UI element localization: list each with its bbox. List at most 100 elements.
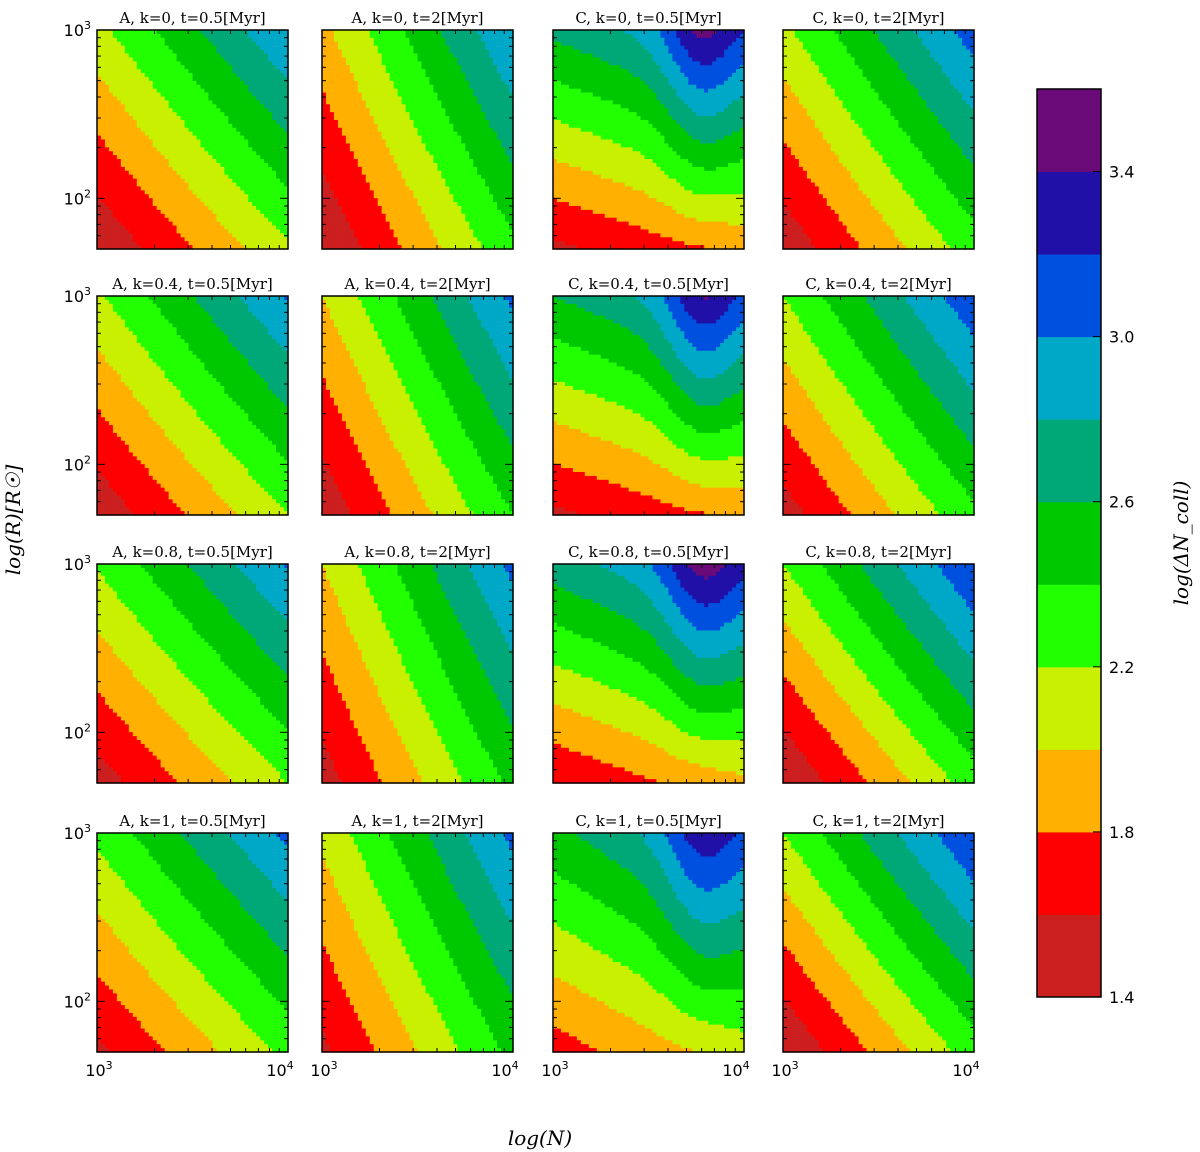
contour-cell [260, 202, 265, 207]
contour-cell [192, 162, 198, 168]
contour-cell [128, 112, 134, 117]
contour-cell [188, 45, 194, 51]
contour-cell [120, 190, 126, 195]
contour-cell [477, 116, 482, 121]
contour-cell [136, 96, 142, 101]
contour-cell [120, 166, 126, 172]
contour-cell [120, 170, 126, 176]
contour-cell [200, 116, 206, 121]
contour-cell [477, 119, 482, 125]
contour-cell [200, 104, 206, 109]
contour-cell [325, 151, 331, 156]
contour-cell [176, 143, 182, 148]
contour-cell [373, 84, 379, 90]
contour-cell [104, 178, 110, 184]
contour-cell [244, 104, 249, 109]
contour-cell [97, 37, 102, 43]
contour-cell [188, 162, 194, 168]
contour-cell [369, 241, 375, 246]
contour-cell [429, 30, 435, 35]
contour-cell [437, 112, 442, 117]
contour-cell [322, 139, 327, 145]
contour-cell [252, 116, 257, 121]
contour-cell [204, 112, 210, 117]
contour-cell [385, 225, 391, 231]
contour-cell [216, 92, 221, 98]
contour-cell [184, 92, 190, 98]
contour-cell [204, 139, 210, 145]
contour-cell [164, 45, 170, 51]
contour-cell [385, 119, 391, 125]
contour-cell [232, 92, 237, 98]
contour-cell [280, 245, 285, 250]
contour-cell [120, 104, 126, 109]
contour-cell [465, 69, 470, 74]
contour-cell [397, 209, 403, 215]
contour-cell [425, 178, 431, 184]
contour-cell [124, 112, 130, 117]
contour-cell [132, 139, 138, 145]
contour-cell [192, 53, 198, 58]
contour-cell [469, 209, 474, 215]
contour-cell [132, 162, 138, 168]
contour-cell [409, 100, 415, 105]
contour-cell [172, 170, 178, 176]
contour-cell [236, 182, 241, 188]
contour-cell [128, 209, 134, 215]
contour-cell [280, 182, 285, 188]
contour-cell [429, 108, 435, 113]
contour-cell [128, 131, 134, 137]
contour-cell [256, 84, 261, 90]
contour-cell [377, 84, 383, 90]
contour-cell [361, 155, 367, 160]
contour-cell [349, 41, 355, 47]
contour-cell [389, 96, 395, 101]
contour-cell [200, 221, 206, 227]
contour-cell [409, 209, 415, 215]
contour-cell [433, 37, 438, 43]
contour-cell [208, 221, 213, 227]
contour-cell [224, 233, 229, 238]
contour-cell [353, 96, 359, 101]
contour-cell [401, 100, 407, 105]
contour-cell [252, 131, 257, 137]
contour-cell [172, 108, 178, 113]
contour-cell [284, 178, 289, 184]
contour-cell [148, 202, 154, 207]
contour-cell [365, 92, 371, 98]
contour-cell [397, 162, 403, 168]
contour-cell [469, 198, 474, 203]
contour-cell [349, 65, 355, 70]
contour-cell [120, 33, 126, 39]
contour-cell [244, 155, 249, 160]
contour-cell [168, 174, 174, 180]
contour-cell [449, 76, 454, 82]
contour-cell [212, 213, 217, 219]
contour-cell [192, 151, 198, 156]
contour-cell [477, 155, 482, 160]
contour-cell [232, 225, 237, 231]
contour-cell [188, 147, 194, 152]
contour-cell [473, 119, 478, 125]
contour-cell [176, 237, 182, 242]
contour-cell [453, 217, 458, 223]
contour-cell [345, 96, 351, 101]
contour-cell [397, 139, 403, 145]
contour-cell [180, 100, 186, 105]
contour-cell [220, 119, 225, 125]
contour-cell [176, 127, 182, 133]
contour-cell [449, 123, 454, 129]
contour-cell [140, 190, 146, 195]
contour-cell [128, 104, 134, 109]
contour-cell [381, 205, 387, 211]
contour-cell [465, 170, 470, 176]
contour-cell [228, 119, 233, 125]
contour-cell [252, 205, 257, 211]
contour-cell [252, 209, 257, 215]
contour-cell [441, 61, 446, 66]
contour-cell [184, 221, 190, 227]
contour-cell [369, 147, 375, 152]
contour-cell [417, 41, 423, 47]
contour-cell [188, 178, 194, 184]
contour-cell [104, 41, 110, 47]
